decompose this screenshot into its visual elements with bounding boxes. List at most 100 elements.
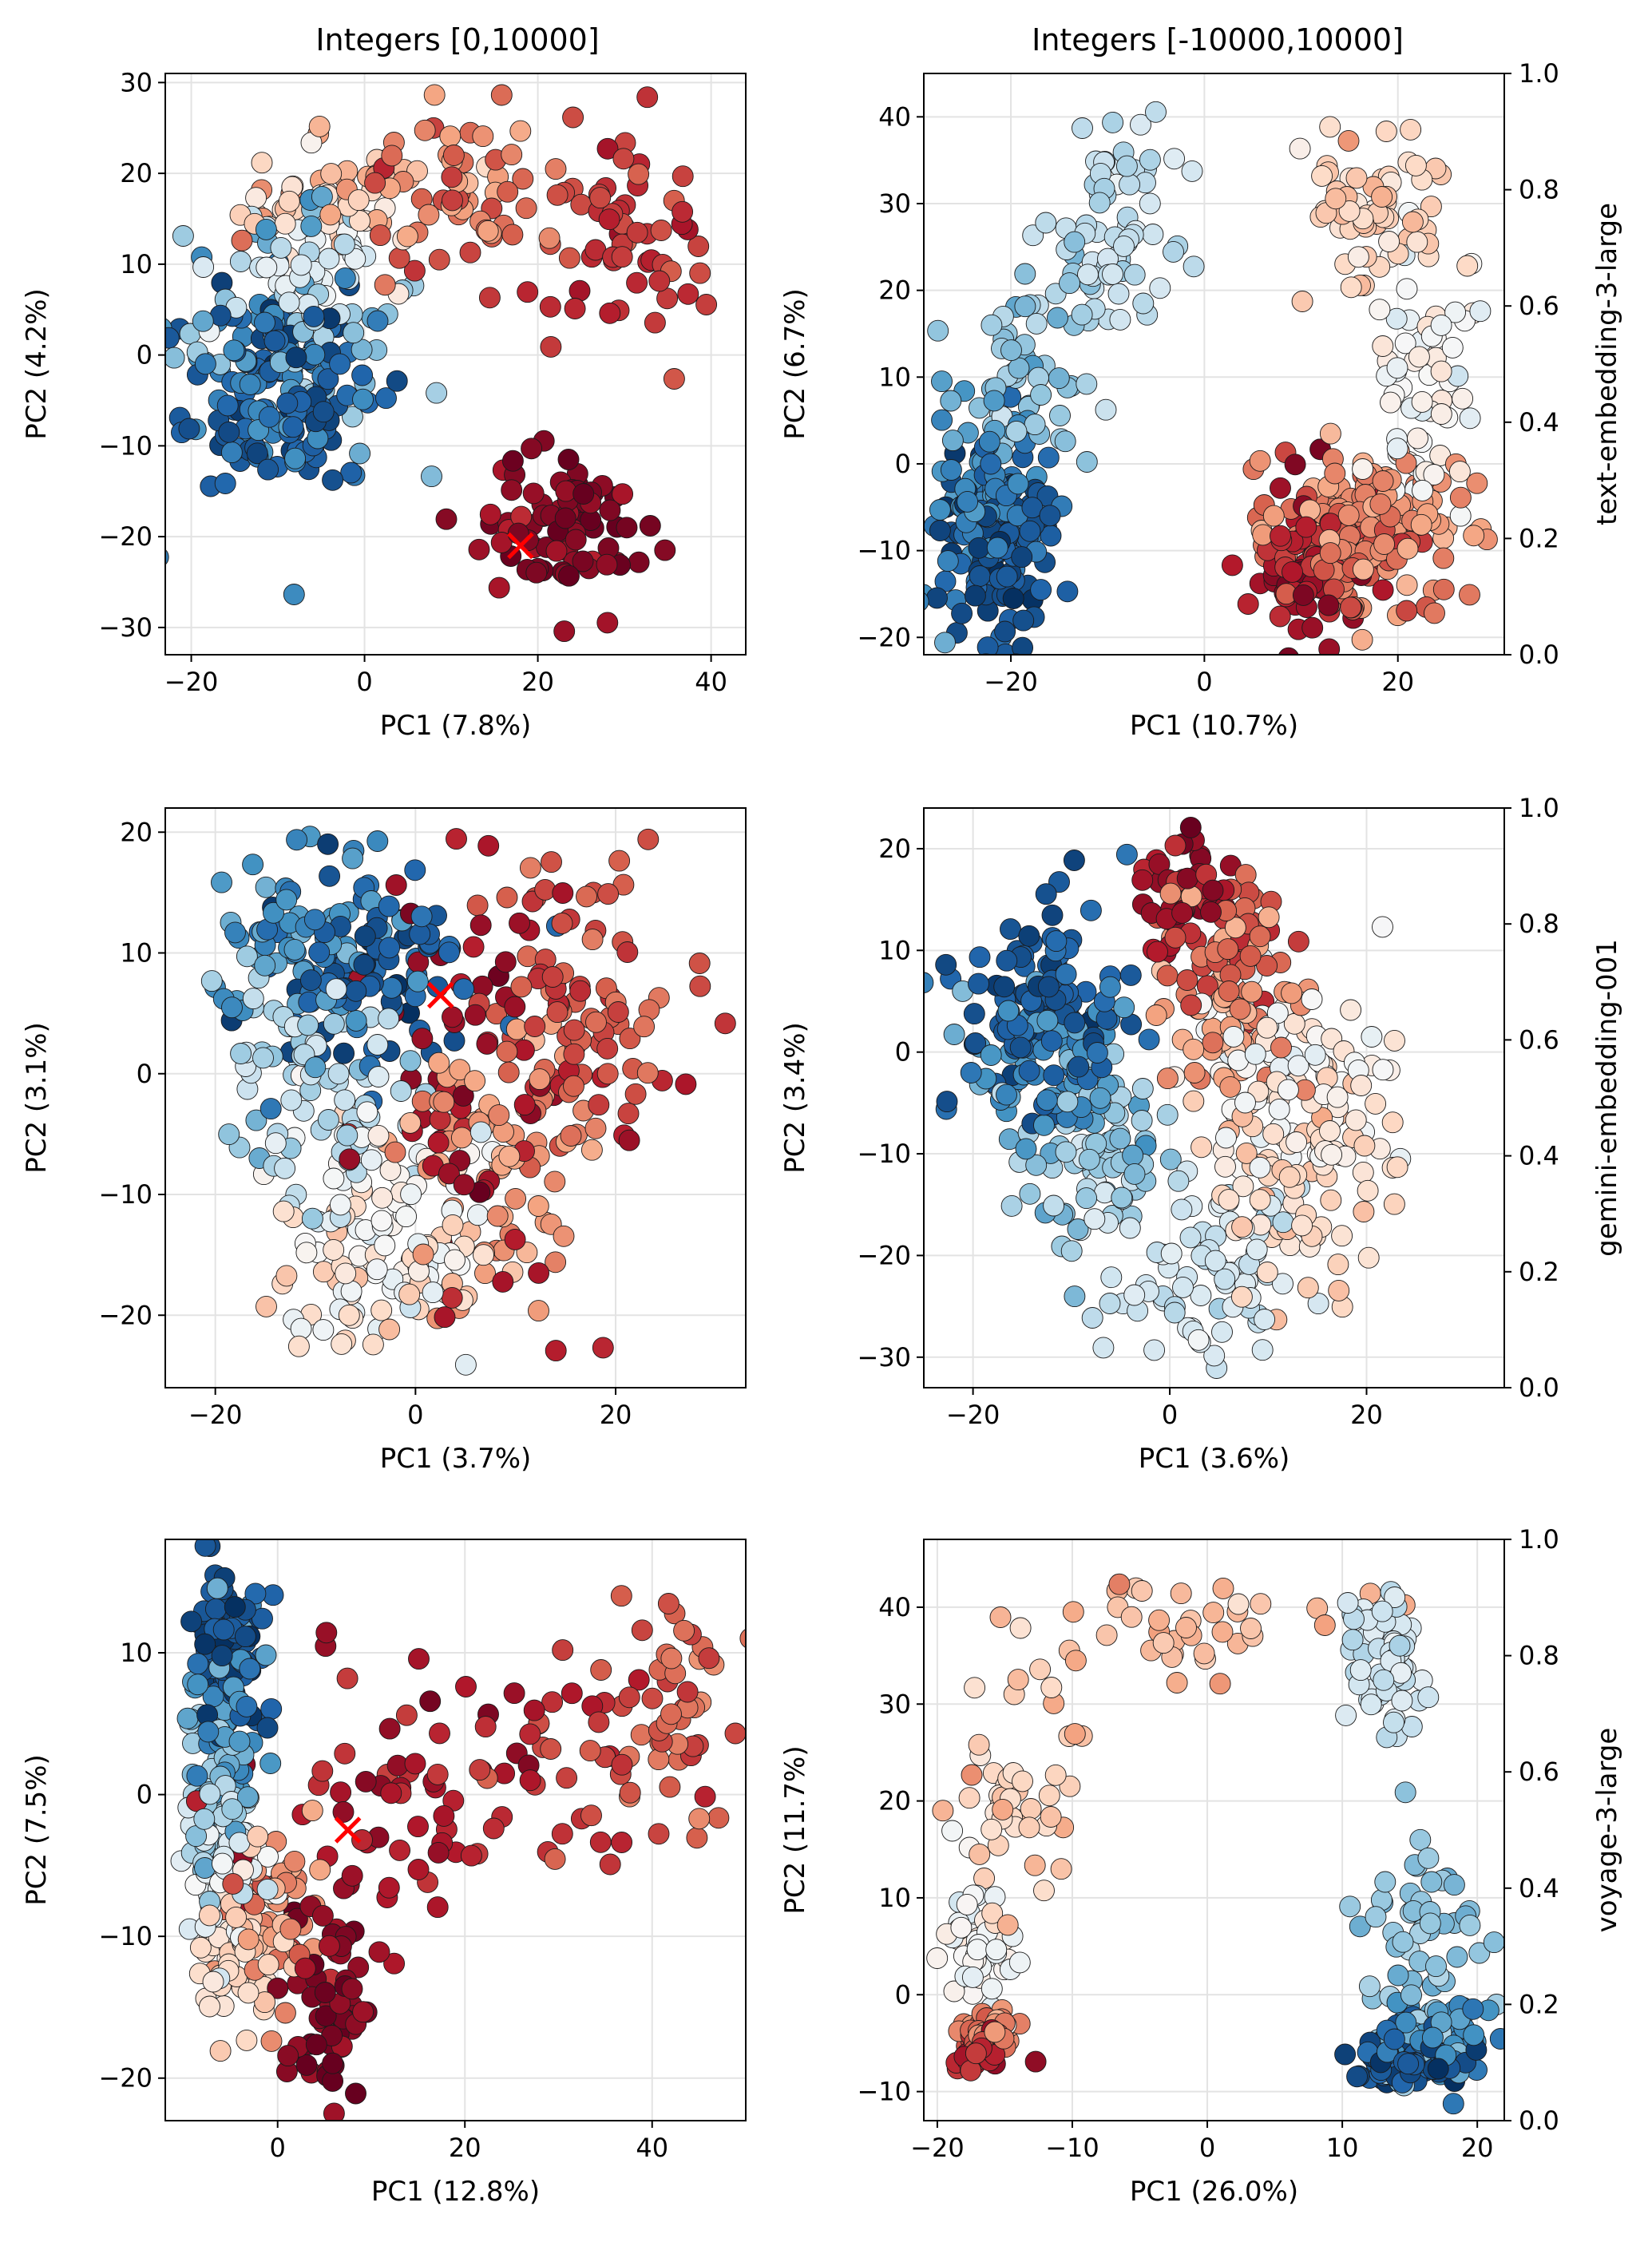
data-point	[283, 938, 306, 961]
data-point	[739, 1628, 746, 1649]
data-point	[1319, 542, 1341, 564]
data-point	[216, 394, 239, 417]
data-point	[650, 220, 672, 241]
data-point	[312, 401, 335, 423]
data-point	[1231, 1216, 1254, 1238]
y-tick-label: 30	[120, 67, 153, 97]
data-point	[1113, 996, 1135, 1019]
data-point	[255, 218, 277, 240]
data-point	[981, 314, 1003, 336]
data-point	[978, 430, 1000, 453]
x-tick-label: −10	[1045, 2133, 1099, 2163]
data-point	[1337, 129, 1360, 152]
data-point	[631, 1619, 653, 1642]
data-point	[467, 1204, 489, 1226]
data-point	[1320, 1189, 1342, 1211]
data-point	[468, 538, 490, 561]
data-point	[1384, 1586, 1406, 1608]
data-point	[218, 1123, 240, 1146]
data-point	[714, 1012, 736, 1035]
x-tick-label: −20	[946, 1400, 1000, 1430]
data-point	[259, 1098, 282, 1120]
data-point	[378, 1876, 400, 1899]
data-point	[1122, 1144, 1144, 1167]
data-point	[199, 1995, 220, 2018]
data-point	[474, 1716, 497, 1738]
data-point	[311, 185, 333, 208]
data-point	[335, 1262, 357, 1285]
data-point	[396, 225, 418, 248]
data-point	[1249, 1156, 1271, 1178]
y-tick-label: 10	[878, 362, 911, 392]
data-point	[1386, 1156, 1408, 1178]
data-point	[239, 374, 261, 395]
scatter-panel-p11: −20 0 20 40 −30 −20 −10 0 10 20 30 PC1 (7.8%) PC2 (4…	[21, 67, 747, 742]
colorbar-tick-label: 1.0	[1519, 1524, 1559, 1555]
data-point	[351, 364, 374, 386]
data-point	[1064, 231, 1086, 253]
data-point	[342, 406, 363, 428]
data-point	[482, 1817, 505, 1840]
data-point	[336, 1667, 359, 1689]
data-point	[688, 953, 711, 974]
data-point	[592, 1337, 614, 1359]
data-point	[1459, 407, 1481, 430]
data-point	[320, 163, 343, 185]
data-point	[996, 1914, 1019, 1936]
reference-marker-stroke	[426, 981, 454, 1009]
data-point	[961, 1764, 983, 1786]
data-point	[1056, 1091, 1079, 1113]
data-point	[1396, 537, 1419, 560]
data-point	[259, 1753, 282, 1774]
data-point	[329, 353, 351, 375]
data-point	[1301, 988, 1323, 1010]
data-point	[1059, 272, 1080, 295]
data-point	[254, 311, 275, 334]
data-point	[334, 1742, 356, 1765]
data-point	[464, 1070, 486, 1092]
data-point	[322, 2052, 344, 2074]
data-point	[257, 1954, 279, 1976]
data-point	[1341, 1629, 1364, 1651]
data-point	[985, 1939, 1008, 1961]
data-point	[1068, 1056, 1090, 1078]
data-point	[285, 347, 307, 369]
data-point	[256, 256, 278, 279]
data-point	[1043, 1194, 1065, 1217]
colorbar-tick-label: 0.2	[1519, 1989, 1559, 2019]
data-point	[1049, 405, 1071, 426]
data-point	[541, 1691, 564, 1713]
data-point	[362, 1333, 384, 1356]
data-point	[503, 1682, 525, 1705]
data-point	[264, 1132, 287, 1155]
data-point	[356, 1101, 378, 1123]
data-point	[964, 584, 986, 607]
y-tick-label: 20	[878, 275, 911, 306]
data-point	[245, 187, 267, 209]
colorbar-tick-label: 0.8	[1519, 175, 1559, 205]
data-point	[193, 1808, 216, 1830]
data-point	[297, 1014, 319, 1036]
data-point	[1047, 307, 1068, 329]
data-point	[1009, 1036, 1032, 1059]
data-point	[1120, 1606, 1143, 1628]
y-tick-label: 10	[120, 249, 153, 279]
data-point	[1012, 609, 1035, 632]
data-point	[969, 946, 991, 969]
data-point	[180, 1610, 203, 1633]
data-point	[255, 876, 277, 898]
data-point	[636, 86, 659, 109]
data-point	[541, 851, 562, 873]
data-point	[287, 1335, 310, 1357]
data-point	[1446, 1946, 1468, 1968]
data-point	[1420, 1871, 1443, 1893]
y-tick-label: −10	[98, 1179, 153, 1210]
data-point	[1262, 505, 1285, 527]
data-point	[589, 1831, 612, 1853]
data-point	[497, 1061, 520, 1083]
data-point	[1394, 1781, 1416, 1804]
data-point	[1327, 1254, 1349, 1276]
data-point	[1373, 1669, 1395, 1691]
data-point	[442, 145, 465, 166]
x-axis-label: PC1 (26.0%)	[1130, 2176, 1298, 2208]
